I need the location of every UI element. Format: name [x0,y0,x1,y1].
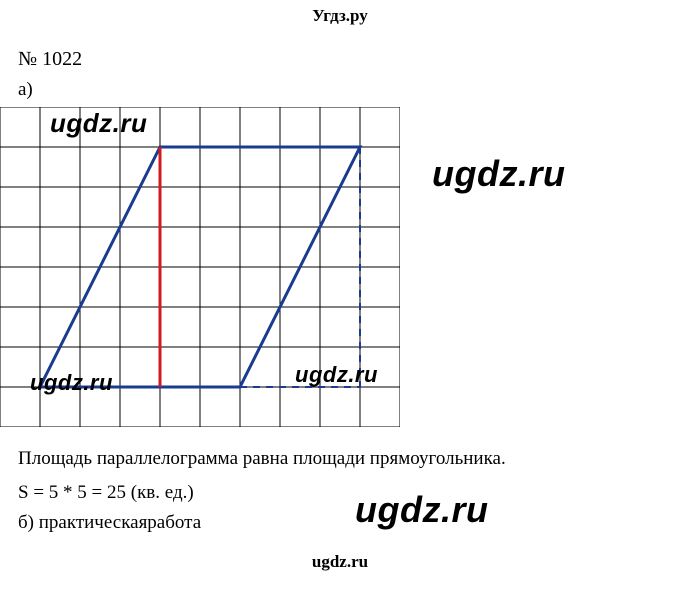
site-header: Угдз.ру [0,0,680,26]
diagram-container [0,107,680,432]
exercise-number: № 1022 [18,48,680,71]
area-statement: Площадь параллелограмма равна площади пр… [18,446,680,472]
site-footer: ugdz.ru [0,552,680,572]
part-b-text: б) практическаяработа [18,512,680,534]
area-formula: S = 5 * 5 = 25 (кв. ед.) [18,482,680,504]
part-a-label: а) [18,79,680,101]
parallelogram-diagram [0,107,400,427]
